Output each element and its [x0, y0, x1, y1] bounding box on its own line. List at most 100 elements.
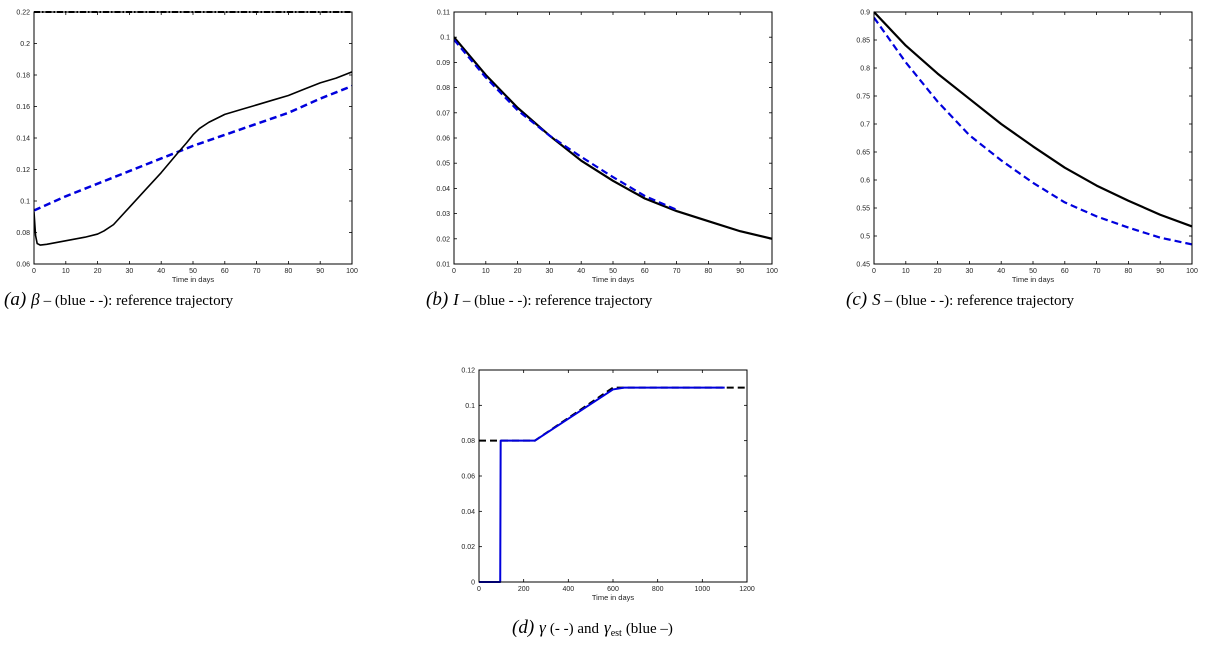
y-tick-label: 0.18 [16, 73, 30, 80]
y-tick-label: 0.14 [16, 136, 30, 143]
x-tick-label: 30 [546, 268, 554, 275]
x-tick-label: 10 [482, 268, 490, 275]
caption-text: – (blue - -): reference trajectory [43, 293, 234, 309]
x-tick-label: 70 [1093, 268, 1101, 275]
chart-c: 0 10 20 30 40 50 60 70 80 90 100 0.45 0.5 0.55 0.6 0.65… [856, 10, 1198, 285]
series-line-2 [454, 39, 678, 211]
y-tick-label: 0.08 [436, 85, 450, 92]
x-tick-label: 40 [157, 268, 165, 275]
chart-d: 0 200 400 600 800 1000 1200 0 0.02 0.04 0.06 0.08 0.… [461, 368, 755, 603]
caption-text: – (blue - -): reference trajectory [884, 293, 1075, 309]
y-tick-label: 0.01 [436, 262, 450, 269]
caption-b: (b) I – (blue - -): reference trajectory [426, 289, 652, 311]
x-tick-label: 80 [1125, 268, 1133, 275]
x-tick-label: 40 [997, 268, 1005, 275]
x-tick-label: 600 [607, 586, 619, 593]
y-tick-label: 0.16 [16, 104, 30, 111]
x-tick-label: 60 [641, 268, 649, 275]
x-tick-label: 0 [477, 586, 481, 593]
x-tick-label: 60 [221, 268, 229, 275]
caption-symbol: γ [539, 618, 546, 637]
plot-area [874, 12, 1192, 264]
x-tick-label: 20 [94, 268, 102, 275]
x-tick-label: 0 [872, 268, 876, 275]
caption-a: (a) β – (blue - -): reference trajectory [4, 289, 233, 311]
caption-symbol-2: γ [604, 618, 611, 637]
x-tick-label: 20 [934, 268, 942, 275]
x-tick-label: 100 [766, 268, 778, 275]
y-tick-label: 0.08 [16, 230, 30, 237]
caption-tag: (d) [512, 617, 535, 638]
y-tick-label: 0.07 [436, 110, 450, 117]
y-tick-label: 0.5 [860, 234, 870, 241]
plot-frame [453, 11, 773, 265]
y-tick-label: 0.03 [436, 211, 450, 218]
series-line-1 [874, 11, 1192, 228]
caption-subscript: est [610, 628, 622, 639]
y-tick-label: 0.8 [860, 66, 870, 73]
y-tick-label: 0.06 [436, 136, 450, 143]
x-tick-label: 50 [1029, 268, 1037, 275]
chart-b: 0 10 20 30 40 50 60 70 80 90 100 0.01 0.02 0.03 0.04 0.… [436, 10, 778, 285]
y-tick-label: 0.1 [20, 199, 30, 206]
x-axis-label: Time in days [172, 275, 214, 284]
caption-symbol: S [872, 290, 881, 309]
x-tick-label: 90 [736, 268, 744, 275]
x-tick-label: 50 [609, 268, 617, 275]
caption-d: (d) γ (- -) and γest (blue –) [512, 617, 673, 639]
plot-area [479, 370, 747, 582]
plot-frame [478, 369, 748, 583]
y-tick-label: 0.9 [860, 10, 870, 17]
y-tick-label: 0.06 [461, 474, 475, 481]
y-tick-label: 0.06 [16, 262, 30, 269]
x-tick-label: 30 [966, 268, 974, 275]
series-line-2 [479, 386, 725, 583]
y-tick-label: 0.6 [860, 178, 870, 185]
x-tick-label: 70 [673, 268, 681, 275]
y-tick-label: 0.75 [856, 94, 870, 101]
y-tick-label: 0.22 [16, 10, 30, 17]
x-tick-label: 50 [189, 268, 197, 275]
x-tick-label: 100 [1186, 268, 1198, 275]
x-tick-label: 70 [253, 268, 261, 275]
x-tick-label: 40 [577, 268, 585, 275]
y-tick-label: 0.04 [461, 509, 475, 516]
chart-a: 0 10 20 30 40 50 60 70 80 90 100 0.06 0.08 0.1 0.12 0.1… [16, 10, 358, 285]
y-tick-label: 0.65 [856, 150, 870, 157]
x-axis-label: Time in days [1012, 275, 1054, 284]
caption-text: – (blue - -): reference trajectory [462, 293, 653, 309]
y-tick-label: 0 [471, 580, 475, 587]
y-tick-label: 0.12 [16, 167, 30, 174]
x-axis-label: Time in days [592, 275, 634, 284]
x-tick-label: 80 [285, 268, 293, 275]
y-tick-label: 0.7 [860, 122, 870, 129]
x-tick-label: 10 [62, 268, 70, 275]
caption-text: (- -) and [549, 621, 599, 637]
y-tick-label: 0.09 [436, 60, 450, 67]
series-line-2 [34, 84, 352, 212]
x-tick-label: 60 [1061, 268, 1069, 275]
x-axis-label: Time in days [592, 593, 634, 602]
x-tick-label: 1200 [739, 586, 755, 593]
plot-area [34, 12, 352, 264]
y-tick-label: 0.12 [461, 368, 475, 375]
chart-panel-c: 0 10 20 30 40 50 60 70 80 90 100 0.45 0.5 0.55 0.6 0.65… [840, 0, 1210, 290]
y-tick-label: 0.04 [436, 186, 450, 193]
caption-symbol: I [453, 290, 459, 309]
x-tick-label: 100 [346, 268, 358, 275]
plot-frame [33, 11, 353, 265]
y-tick-label: 0.1 [465, 403, 475, 410]
x-tick-label: 1000 [695, 586, 711, 593]
x-tick-label: 800 [652, 586, 664, 593]
chart-panel-d: 0 200 400 600 800 1000 1200 0 0.02 0.04 0.06 0.08 0.… [445, 362, 765, 603]
x-tick-label: 200 [518, 586, 530, 593]
chart-panel-a: 0 10 20 30 40 50 60 70 80 90 100 0.06 0.08 0.1 0.12 0.1… [0, 0, 370, 290]
caption-tag: (a) [4, 289, 27, 310]
x-tick-label: 30 [126, 268, 134, 275]
y-tick-label: 0.02 [436, 236, 450, 243]
y-tick-label: 0.08 [461, 438, 475, 445]
y-tick-label: 0.02 [461, 544, 475, 551]
series-line-2 [874, 16, 1192, 246]
caption-tag: (c) [846, 289, 868, 310]
y-tick-label: 0.55 [856, 206, 870, 213]
